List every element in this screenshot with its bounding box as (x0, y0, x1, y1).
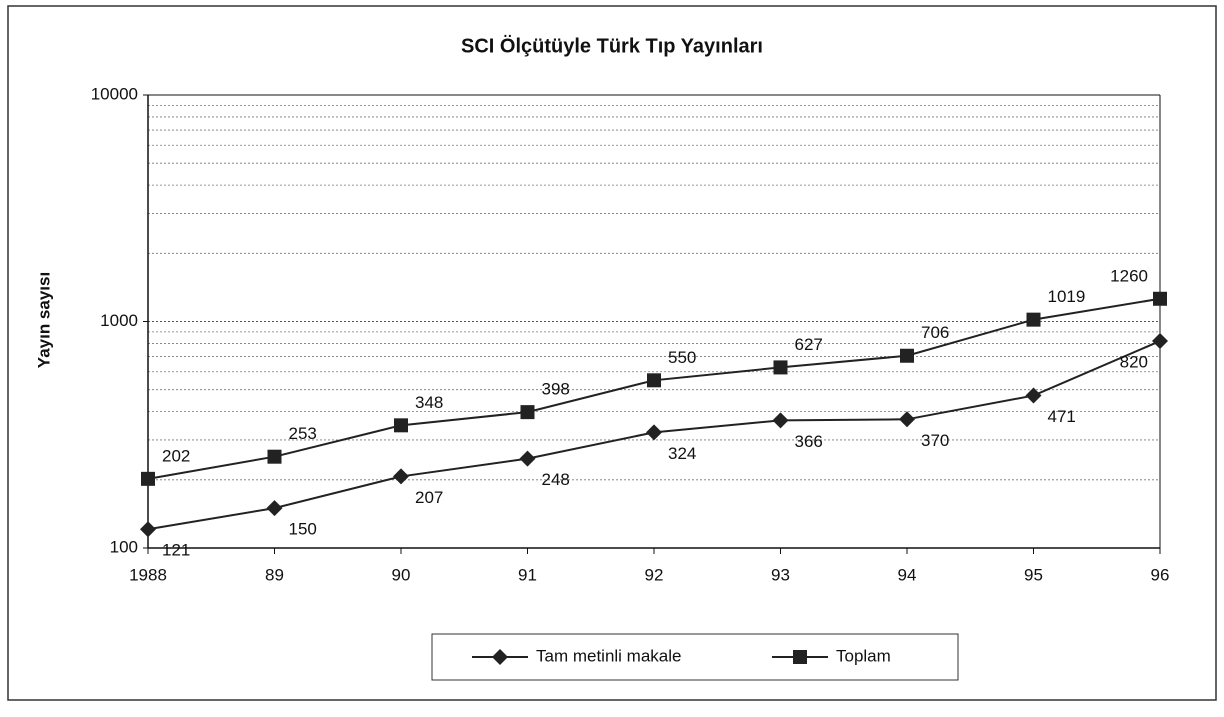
data-label: 253 (289, 424, 317, 443)
data-label: 820 (1120, 353, 1148, 372)
data-label: 150 (289, 520, 317, 539)
marker (646, 424, 662, 441)
data-label: 627 (795, 335, 823, 354)
marker (900, 348, 914, 363)
data-label: 202 (162, 446, 190, 465)
marker (647, 373, 661, 388)
x-tick-label: 89 (265, 565, 284, 584)
data-label: 207 (415, 488, 443, 507)
marker (1153, 291, 1167, 306)
y-tick-label: 1000 (100, 311, 138, 330)
marker (141, 471, 155, 486)
x-tick-label: 91 (518, 565, 537, 584)
marker (519, 450, 536, 467)
data-label: 471 (1048, 407, 1076, 426)
marker (1026, 312, 1041, 327)
marker (140, 521, 156, 538)
data-label: 370 (921, 431, 949, 450)
data-label: 366 (795, 432, 823, 451)
x-tick-label: 92 (645, 565, 664, 584)
marker (394, 418, 408, 433)
data-label: 121 (162, 541, 190, 560)
series-line (147, 297, 1161, 480)
y-tick-label: 100 (110, 537, 138, 556)
x-tick-label: 94 (898, 565, 917, 584)
legend-label: Toplam (836, 646, 891, 665)
x-tick-label: 95 (1024, 565, 1043, 584)
x-tick-label: 96 (1151, 565, 1170, 584)
data-label: 348 (415, 393, 443, 412)
marker (899, 411, 915, 428)
data-label: 398 (542, 380, 570, 399)
data-label: 1019 (1048, 287, 1086, 306)
marker (393, 468, 409, 485)
x-tick-label: 90 (392, 565, 411, 584)
legend-box (431, 633, 959, 681)
legend-label: Tam metinli makale (536, 646, 682, 665)
y-tick-label: 10000 (91, 84, 138, 103)
data-label: 706 (921, 323, 949, 342)
marker (520, 405, 535, 420)
marker (267, 449, 282, 464)
data-label: 324 (668, 444, 696, 463)
frame (7, 5, 1217, 701)
marker (492, 649, 508, 665)
data-label: 550 (668, 348, 696, 367)
data-label: 1260 (1110, 266, 1148, 285)
marker (773, 360, 788, 375)
y-axis-label: Yayın sayısı (34, 272, 53, 368)
x-tick-label: 93 (771, 565, 790, 584)
marker (266, 500, 283, 517)
x-tick-label: 1988 (129, 565, 167, 584)
marker (793, 650, 807, 664)
marker (1152, 333, 1168, 350)
marker (1025, 387, 1042, 404)
data-label: 248 (542, 470, 570, 489)
chart-title: SCI Ölçütüyle Türk Tıp Yayınları (461, 34, 763, 57)
marker (772, 412, 789, 429)
